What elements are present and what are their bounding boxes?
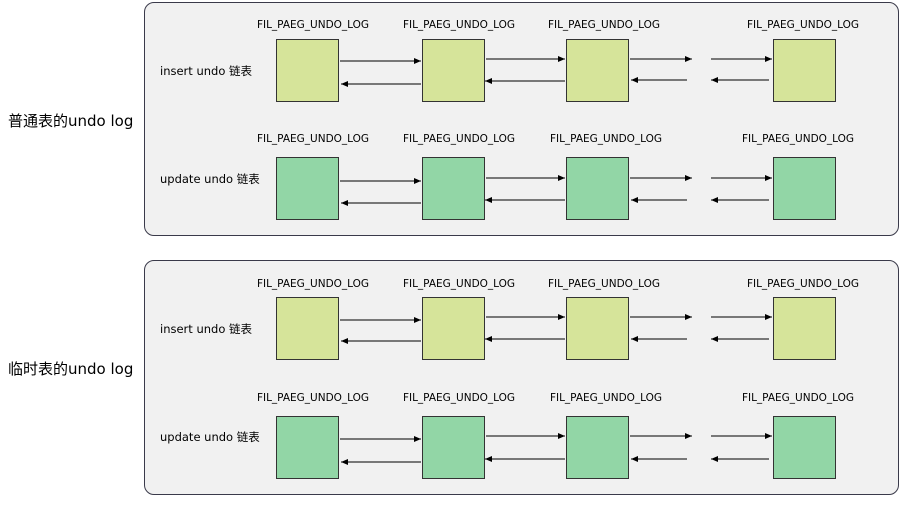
list-label-insert: insert undo 链表 — [160, 322, 253, 336]
page-label: FIL_PAEG_UNDO_LOG — [402, 133, 516, 145]
page-label: FIL_PAEG_UNDO_LOG — [402, 19, 516, 31]
page-label: FIL_PAEG_UNDO_LOG — [746, 278, 860, 290]
list-label-update: update undo 链表 — [160, 430, 260, 444]
page-label: FIL_PAEG_UNDO_LOG — [741, 133, 855, 145]
undo-page-box — [773, 297, 836, 360]
section-label-temp: 临时表的undo log — [8, 360, 134, 378]
page-label: FIL_PAEG_UNDO_LOG — [256, 133, 370, 145]
page-label: FIL_PAEG_UNDO_LOG — [547, 19, 661, 31]
undo-page-box — [422, 416, 485, 479]
page-label: FIL_PAEG_UNDO_LOG — [256, 19, 370, 31]
page-label: FIL_PAEG_UNDO_LOG — [256, 278, 370, 290]
page-label: FIL_PAEG_UNDO_LOG — [402, 278, 516, 290]
undo-page-box — [566, 157, 629, 220]
undo-page-box — [566, 297, 629, 360]
page-label: FIL_PAEG_UNDO_LOG — [746, 19, 860, 31]
undo-page-box — [276, 416, 339, 479]
page-label: FIL_PAEG_UNDO_LOG — [741, 392, 855, 404]
page-label: FIL_PAEG_UNDO_LOG — [549, 392, 663, 404]
page-label: FIL_PAEG_UNDO_LOG — [402, 392, 516, 404]
page-label: FIL_PAEG_UNDO_LOG — [549, 133, 663, 145]
page-label: FIL_PAEG_UNDO_LOG — [547, 278, 661, 290]
undo-page-box — [773, 157, 836, 220]
undo-page-box — [276, 297, 339, 360]
undo-page-box — [566, 39, 629, 102]
undo-page-box — [276, 39, 339, 102]
list-label-update: update undo 链表 — [160, 172, 260, 186]
undo-page-box — [773, 39, 836, 102]
section-label-normal: 普通表的undo log — [8, 112, 134, 130]
undo-page-box — [422, 39, 485, 102]
list-label-insert: insert undo 链表 — [160, 64, 253, 78]
undo-page-box — [276, 157, 339, 220]
undo-page-box — [422, 157, 485, 220]
undo-page-box — [566, 416, 629, 479]
undo-page-box — [422, 297, 485, 360]
undo-page-box — [773, 416, 836, 479]
page-label: FIL_PAEG_UNDO_LOG — [256, 392, 370, 404]
